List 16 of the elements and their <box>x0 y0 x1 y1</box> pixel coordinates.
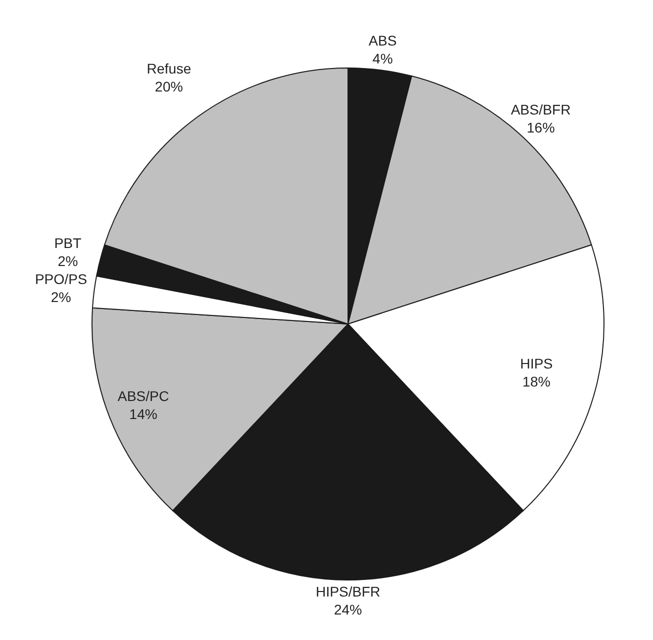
data-label: 2% <box>50 288 72 305</box>
slice-label: PBT <box>54 235 82 252</box>
slice-label: Refuse <box>146 60 192 77</box>
data-label: 16% <box>526 120 555 136</box>
data-label: 14% <box>129 406 158 422</box>
data-label: 4% <box>372 50 393 67</box>
slice-label: ABS/BFR <box>510 102 571 118</box>
slice-label: HIPS/BFR <box>316 583 380 600</box>
slice-label: ABS <box>368 32 397 49</box>
data-label: 20% <box>154 78 183 95</box>
data-label: 2% <box>58 253 78 270</box>
data-label: 18% <box>522 373 550 390</box>
slice-label: ABS/PC <box>118 388 169 404</box>
slice-label: PPO/PS <box>34 270 88 287</box>
slice-label: HIPS <box>520 355 553 372</box>
data-label: 24% <box>334 601 362 618</box>
